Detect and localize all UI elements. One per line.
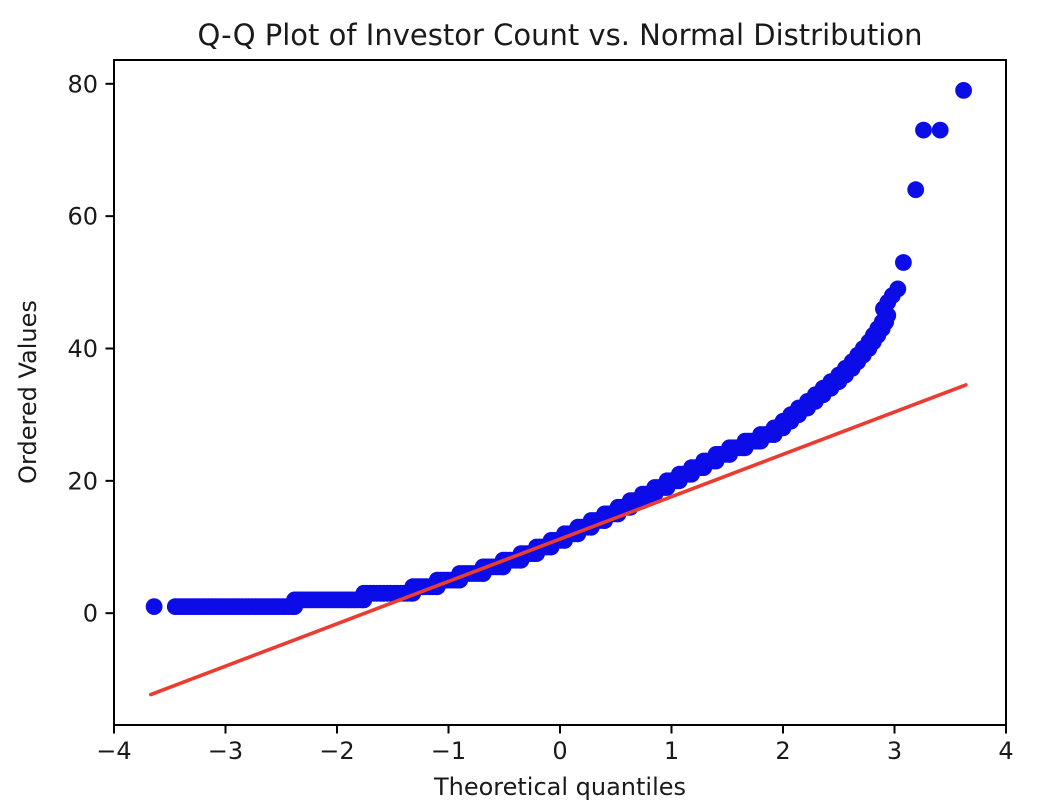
chart-title: Q-Q Plot of Investor Count vs. Normal Di…	[198, 18, 923, 52]
y-axis-label: Ordered Values	[14, 300, 42, 484]
x-tick-label: −4	[96, 737, 131, 765]
y-tick-label: 60	[67, 203, 98, 231]
x-tick-label: −2	[319, 737, 354, 765]
scatter-point	[907, 181, 925, 199]
x-tick-label: −3	[208, 737, 243, 765]
x-tick-label: 3	[887, 737, 902, 765]
x-tick-label: 4	[998, 737, 1013, 765]
scatter-point	[895, 254, 912, 271]
x-tick-label: 1	[664, 737, 679, 765]
y-tick-label: 20	[67, 467, 98, 495]
scatter-point	[915, 121, 932, 139]
y-tick-label: 40	[67, 335, 98, 363]
x-tick-label: 0	[552, 737, 567, 765]
scatter-point	[145, 598, 163, 615]
scatter-point	[889, 280, 907, 298]
x-tick-label: −1	[431, 737, 466, 765]
plot-border	[113, 59, 1007, 726]
scatter-point	[955, 82, 972, 99]
y-axis-ticks: 0 20 40 60 80	[67, 70, 114, 628]
fit-line	[148, 383, 968, 697]
x-axis-label: Theoretical quantiles	[433, 773, 686, 801]
y-tick-label: 0	[83, 600, 98, 628]
fit-line-layer	[148, 383, 968, 697]
scatter-point	[931, 121, 949, 139]
x-axis-ticks: −4 −3 −2 −1 0 1 2 3 4	[96, 725, 1014, 765]
x-tick-label: 2	[775, 737, 790, 765]
y-tick-label: 80	[67, 70, 98, 98]
